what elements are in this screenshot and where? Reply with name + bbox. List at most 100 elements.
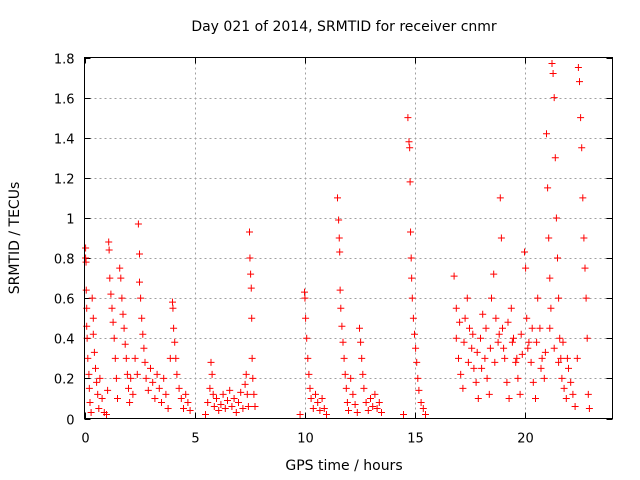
data-point bbox=[358, 354, 366, 362]
data-point bbox=[546, 274, 554, 282]
data-point bbox=[210, 402, 218, 410]
data-point bbox=[93, 378, 101, 386]
data-point bbox=[375, 398, 383, 406]
data-point bbox=[477, 334, 484, 342]
data-point bbox=[248, 354, 256, 362]
data-point bbox=[248, 314, 256, 322]
data-point bbox=[565, 364, 572, 372]
data-point bbox=[336, 248, 344, 256]
data-point bbox=[106, 274, 114, 282]
data-point bbox=[318, 394, 326, 402]
data-point bbox=[521, 248, 528, 256]
data-point bbox=[555, 294, 563, 302]
data-point bbox=[108, 304, 116, 312]
data-point bbox=[249, 374, 257, 382]
data-point bbox=[125, 384, 132, 392]
data-point bbox=[584, 390, 592, 398]
data-point bbox=[213, 394, 220, 402]
data-point bbox=[239, 404, 247, 412]
data-point bbox=[362, 398, 370, 406]
data-point bbox=[89, 330, 97, 338]
data-point bbox=[495, 330, 503, 338]
data-point bbox=[574, 64, 582, 72]
data-point bbox=[127, 374, 135, 382]
data-point bbox=[206, 384, 214, 392]
data-point bbox=[536, 324, 544, 332]
data-point bbox=[415, 386, 423, 394]
data-point bbox=[95, 404, 103, 412]
data-point bbox=[492, 314, 500, 322]
x-tick-labels: 0 5 10 15 20 bbox=[81, 432, 533, 447]
data-point bbox=[514, 374, 522, 382]
data-point bbox=[538, 354, 546, 362]
data-point bbox=[422, 410, 429, 418]
data-point bbox=[556, 334, 564, 342]
data-point bbox=[532, 394, 539, 402]
data-point bbox=[98, 394, 106, 402]
data-point bbox=[303, 334, 311, 342]
data-point bbox=[537, 364, 545, 372]
data-point bbox=[404, 114, 412, 122]
data-point bbox=[360, 384, 368, 392]
data-point bbox=[405, 138, 413, 146]
data-point bbox=[136, 250, 143, 258]
data-point bbox=[122, 354, 130, 362]
data-point bbox=[217, 400, 225, 408]
data-point bbox=[139, 330, 147, 338]
data-point bbox=[499, 324, 506, 332]
data-point bbox=[579, 194, 587, 202]
data-point bbox=[170, 324, 178, 332]
data-point bbox=[119, 310, 127, 318]
data-point bbox=[164, 404, 172, 412]
data-point bbox=[583, 334, 591, 342]
data-point bbox=[529, 378, 537, 386]
data-point bbox=[481, 354, 489, 362]
data-point bbox=[147, 364, 154, 372]
data-point bbox=[578, 144, 586, 152]
data-point bbox=[469, 330, 477, 338]
data-point bbox=[82, 286, 90, 294]
data-point bbox=[560, 384, 568, 392]
data-point bbox=[473, 348, 481, 356]
y-tick-label: 0.2 bbox=[54, 373, 75, 388]
data-point bbox=[116, 264, 124, 272]
data-point bbox=[466, 324, 473, 332]
y-tick-label: 0.8 bbox=[54, 253, 75, 268]
data-point bbox=[105, 238, 113, 246]
data-point bbox=[371, 390, 379, 398]
data-point bbox=[309, 404, 317, 412]
data-point bbox=[534, 294, 542, 302]
data-point bbox=[151, 394, 159, 402]
x-axis-label: GPS time / hours bbox=[285, 458, 402, 474]
data-point bbox=[336, 286, 344, 294]
data-point bbox=[82, 244, 90, 252]
data-point bbox=[182, 390, 190, 398]
data-point bbox=[123, 370, 131, 378]
data-point bbox=[406, 144, 414, 152]
data-point bbox=[452, 304, 460, 312]
data-point bbox=[573, 354, 581, 362]
data-point bbox=[500, 344, 508, 352]
data-point bbox=[505, 394, 513, 402]
data-point bbox=[408, 294, 416, 302]
data-point bbox=[582, 294, 590, 302]
y-tick-labels: 0 0.2 0.4 0.6 0.8 1 1.2 1.4 1.6 1.8 bbox=[54, 53, 75, 429]
data-point bbox=[301, 294, 309, 302]
grid bbox=[84, 57, 613, 419]
data-point bbox=[90, 348, 98, 356]
data-point bbox=[571, 402, 579, 410]
data-point bbox=[554, 254, 561, 262]
data-point bbox=[87, 408, 95, 416]
y-axis-label: SRMTID / TECUs bbox=[7, 182, 23, 295]
data-point bbox=[549, 70, 557, 78]
data-point bbox=[550, 344, 558, 352]
data-point bbox=[334, 194, 341, 202]
y-tick-label: 1.4 bbox=[54, 133, 75, 148]
data-point bbox=[488, 294, 495, 302]
data-point bbox=[171, 338, 179, 346]
data-point bbox=[107, 290, 115, 298]
data-point bbox=[140, 344, 148, 352]
data-point bbox=[82, 258, 90, 266]
data-point bbox=[296, 410, 304, 418]
data-point bbox=[378, 408, 385, 416]
